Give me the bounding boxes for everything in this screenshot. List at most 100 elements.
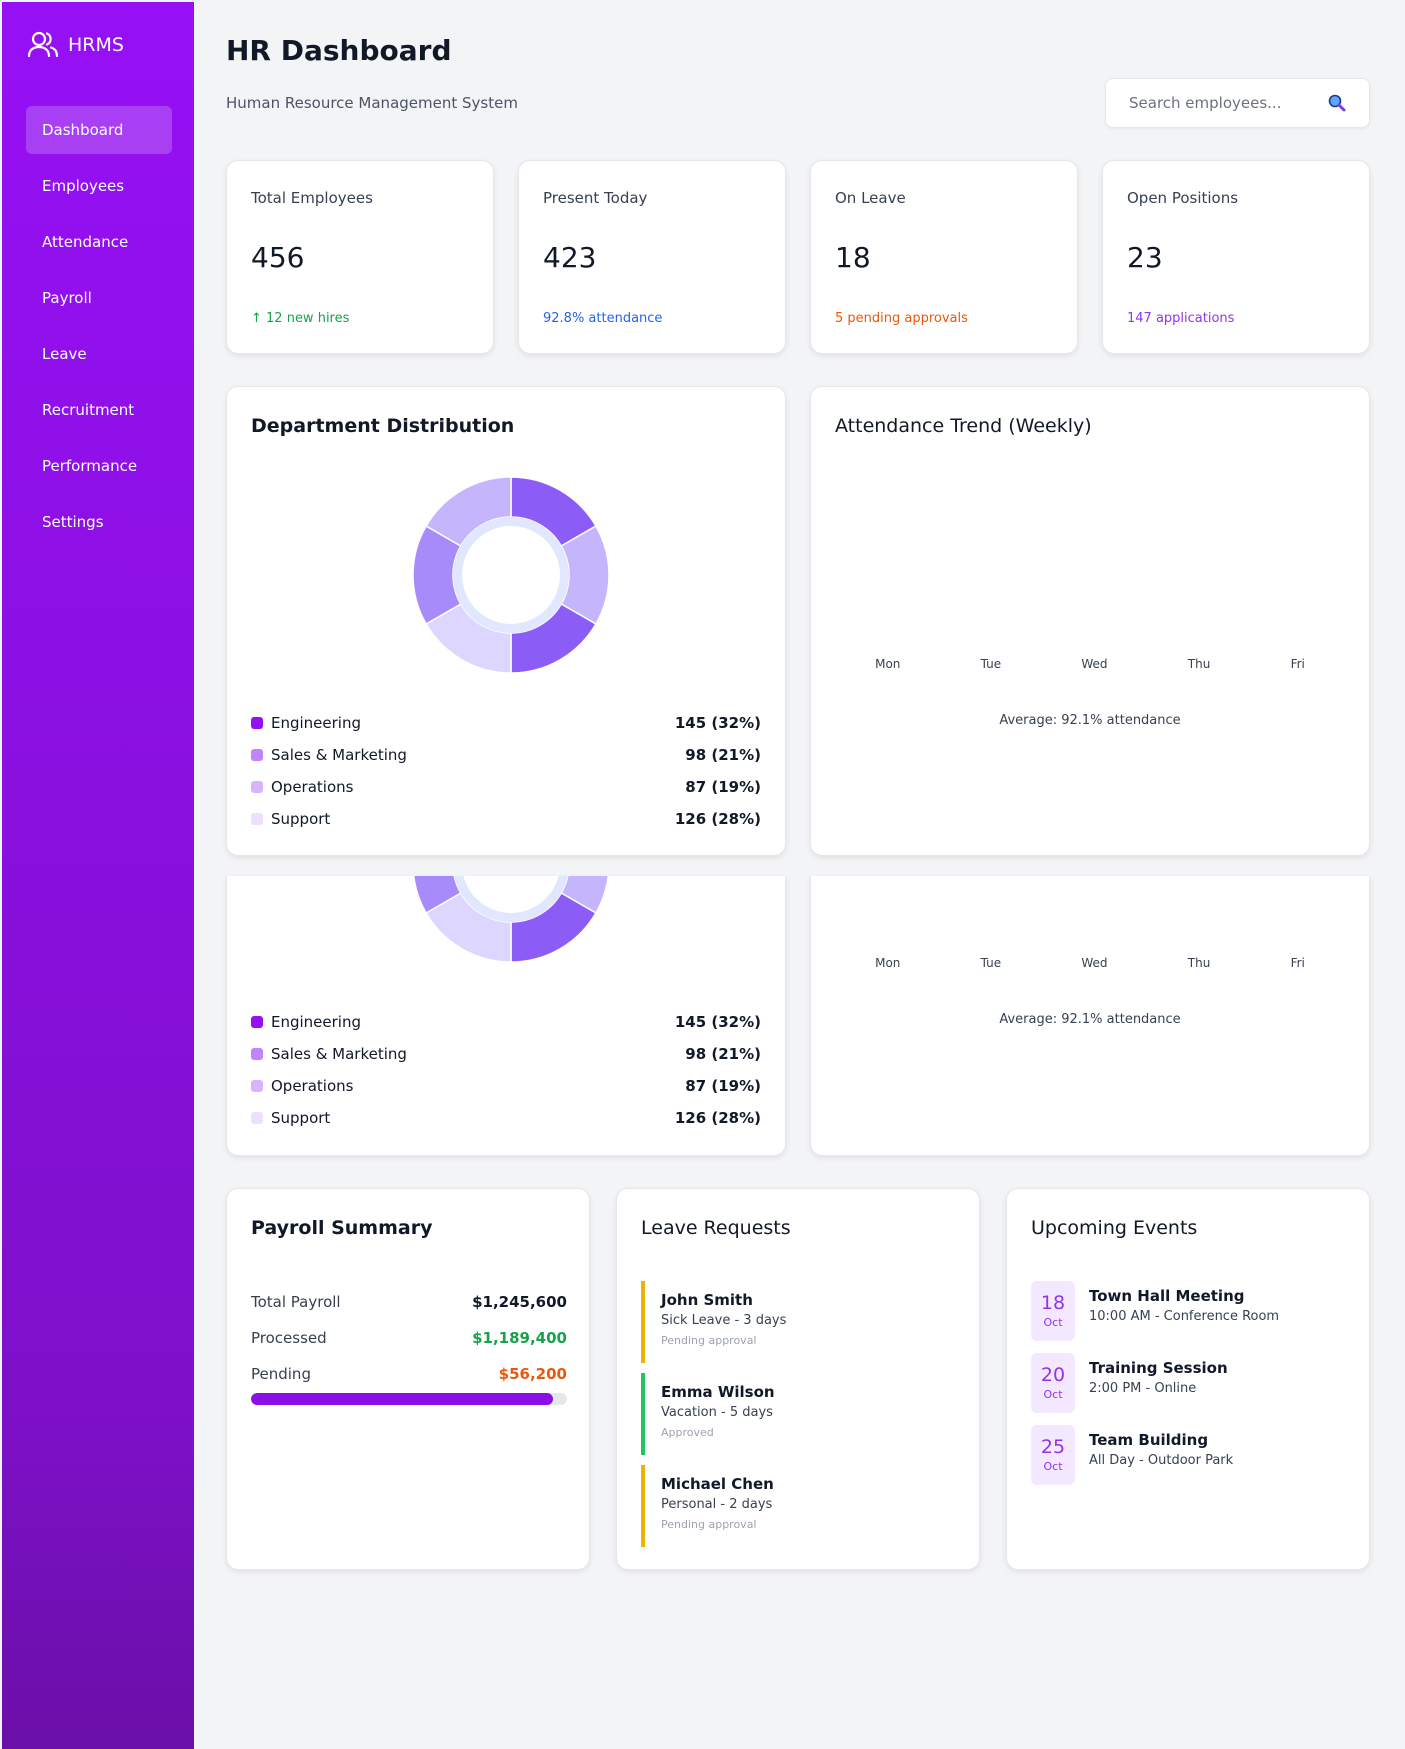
event-month: Oct (1043, 1316, 1063, 1329)
card-title: Payroll Summary (251, 1217, 433, 1239)
stat-value: 456 (251, 241, 305, 274)
event-date-badge: 25 Oct (1031, 1425, 1075, 1485)
legend-swatch (251, 1080, 263, 1092)
card-title: Leave Requests (641, 1217, 791, 1239)
legend-value: 87 (19%) (685, 1077, 761, 1095)
search-icon[interactable] (1327, 93, 1347, 113)
day-label-thu: Thu (1187, 956, 1211, 970)
search-input[interactable] (1107, 80, 1317, 126)
legend-item-operations: Operations 87 (19%) (251, 1074, 761, 1098)
event-item[interactable]: 20 Oct Training Session 2:00 PM - Online (1031, 1353, 1351, 1413)
users-icon (26, 28, 60, 62)
event-day: 18 (1040, 1292, 1066, 1314)
stat-label: Total Employees (251, 189, 373, 207)
legend-value: 87 (19%) (685, 778, 761, 796)
legend-item-support: Support 126 (28%) (251, 1106, 761, 1130)
leave-type: Vacation - 5 days (661, 1405, 773, 1420)
stat-value: 18 (835, 241, 871, 274)
legend-swatch (251, 1112, 263, 1124)
event-date-badge: 18 Oct (1031, 1281, 1075, 1341)
leave-request-item[interactable]: Michael Chen Personal - 2 days Pending a… (641, 1465, 941, 1547)
attendance-trend-card: Attendance Trend (Weekly) Mon Tue Wed Th… (810, 386, 1370, 856)
legend-item-engineering: Engineering 145 (32%) (251, 711, 761, 735)
stat-value: 23 (1127, 241, 1163, 274)
attendance-average: Average: 92.1% attendance (999, 713, 1181, 728)
legend-item-sales-marketing: Sales & Marketing 98 (21%) (251, 743, 761, 767)
legend-label: Support (271, 1109, 331, 1127)
sidebar-item-leave[interactable]: Leave (42, 345, 87, 363)
legend-swatch (251, 813, 263, 825)
legend-value: 145 (32%) (674, 1013, 761, 1031)
event-day: 25 (1040, 1436, 1066, 1458)
event-title: Town Hall Meeting (1089, 1287, 1245, 1305)
event-title: Team Building (1089, 1431, 1209, 1449)
event-item[interactable]: 25 Oct Team Building All Day - Outdoor P… (1031, 1425, 1351, 1485)
leave-status: Pending approval (661, 1518, 757, 1531)
payroll-label: Processed (251, 1329, 327, 1347)
attendance-trend-card-duplicate: Mon Tue Wed Thu Fri Average: 92.1% atten… (810, 876, 1370, 1156)
event-info: Team Building All Day - Outdoor Park (1089, 1425, 1233, 1485)
sidebar-item-performance[interactable]: Performance (42, 457, 138, 475)
sidebar-item-recruitment[interactable]: Recruitment (42, 401, 135, 419)
stat-subtext: ↑ 12 new hires (251, 311, 350, 326)
legend-swatch (251, 1048, 263, 1060)
leave-requests-card: Leave Requests John Smith Sick Leave - 3… (616, 1188, 980, 1570)
page-title: HR Dashboard (226, 34, 452, 67)
stat-card-total-employees: Total Employees 456 ↑ 12 new hires (226, 160, 494, 354)
stat-card-present-today: Present Today 423 92.8% attendance (518, 160, 786, 354)
legend-item-engineering: Engineering 145 (32%) (251, 1010, 761, 1034)
payroll-value: $1,189,400 (472, 1329, 567, 1347)
leave-employee-name: Michael Chen (661, 1475, 774, 1493)
department-distribution-card-duplicate: Engineering 145 (32%) Sales & Marketing … (226, 876, 786, 1156)
event-detail: All Day - Outdoor Park (1089, 1453, 1234, 1468)
payroll-progress-fill (251, 1393, 553, 1405)
search-box (1105, 78, 1370, 128)
event-title: Training Session (1089, 1359, 1228, 1377)
legend-value: 126 (28%) (674, 1109, 761, 1127)
card-title: Upcoming Events (1031, 1217, 1198, 1239)
legend-label: Engineering (271, 714, 361, 732)
day-label-mon: Mon (875, 956, 901, 970)
sidebar-item-employees[interactable]: Employees (42, 177, 125, 195)
sidebar: HRMS Dashboard Employees Attendance Payr… (2, 2, 194, 1749)
leave-request-item[interactable]: Emma Wilson Vacation - 5 days Approved (641, 1373, 941, 1455)
event-month: Oct (1043, 1460, 1063, 1473)
card-title: Department Distribution (251, 415, 515, 437)
sidebar-item-settings[interactable]: Settings (42, 513, 104, 531)
event-date-badge: 20 Oct (1031, 1353, 1075, 1413)
day-label-wed: Wed (1081, 657, 1108, 671)
legend-item-operations: Operations 87 (19%) (251, 775, 761, 799)
sidebar-item-attendance[interactable]: Attendance (42, 233, 129, 251)
leave-employee-name: John Smith (661, 1291, 753, 1309)
legend-swatch (251, 1016, 263, 1028)
legend-label: Engineering (271, 1013, 361, 1031)
day-label-wed: Wed (1081, 956, 1108, 970)
legend-label: Sales & Marketing (271, 746, 407, 764)
leave-type: Sick Leave - 3 days (661, 1313, 787, 1328)
legend-value: 98 (21%) (685, 1045, 761, 1063)
payroll-value: $56,200 (498, 1365, 567, 1383)
event-item[interactable]: 18 Oct Town Hall Meeting 10:00 AM - Conf… (1031, 1281, 1351, 1341)
sidebar-item-dashboard[interactable]: Dashboard (26, 106, 172, 154)
payroll-label: Pending (251, 1365, 311, 1383)
day-label-thu: Thu (1187, 657, 1211, 671)
legend-value: 145 (32%) (674, 714, 761, 732)
leave-request-item[interactable]: John Smith Sick Leave - 3 days Pending a… (641, 1281, 941, 1363)
stat-subtext: 147 applications (1127, 311, 1235, 326)
event-day: 20 (1040, 1364, 1066, 1386)
event-month: Oct (1043, 1388, 1063, 1401)
stat-subtext: 92.8% attendance (543, 311, 663, 326)
event-info: Town Hall Meeting 10:00 AM - Conference … (1089, 1281, 1279, 1341)
department-donut-chart (413, 876, 609, 962)
brand[interactable]: HRMS (26, 28, 124, 62)
payroll-value: $1,245,600 (472, 1293, 567, 1311)
day-label-tue: Tue (980, 956, 1002, 970)
stat-card-on-leave: On Leave 18 5 pending approvals (810, 160, 1078, 354)
leave-status: Pending approval (661, 1334, 757, 1347)
payroll-row-processed: Processed $1,189,400 (251, 1329, 567, 1347)
sidebar-item-payroll[interactable]: Payroll (42, 289, 92, 307)
legend-item-support: Support 126 (28%) (251, 807, 761, 831)
legend-value: 98 (21%) (685, 746, 761, 764)
card-title: Attendance Trend (Weekly) (835, 415, 1092, 437)
payroll-summary-card: Payroll Summary Total Payroll $1,245,600… (226, 1188, 590, 1570)
